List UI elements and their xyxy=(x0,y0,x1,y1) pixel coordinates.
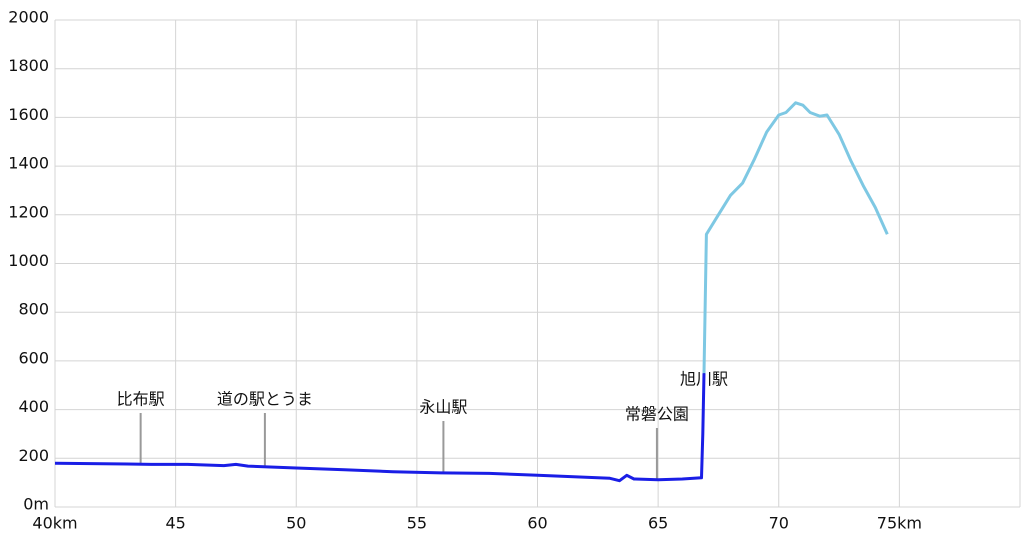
station-label: 道の駅とうま xyxy=(217,390,313,409)
y-tick-label: 1000 xyxy=(8,251,49,270)
x-tick-label: 65 xyxy=(648,514,668,533)
y-tick-label: 600 xyxy=(18,348,49,367)
x-tick-label: 55 xyxy=(407,514,427,533)
station-label: 常磐公園 xyxy=(625,405,689,424)
elevation-line xyxy=(702,101,889,374)
x-tick-label: 45 xyxy=(165,514,185,533)
y-tick-label: 800 xyxy=(18,300,49,319)
x-tick-label: 40km xyxy=(32,514,77,533)
x-tick-label: 60 xyxy=(527,514,547,533)
x-tick-label: 50 xyxy=(286,514,306,533)
y-tick-label: 2000 xyxy=(8,8,49,27)
y-tick-label: 0m xyxy=(23,495,49,514)
y-tick-label: 400 xyxy=(18,397,49,416)
elevation-line xyxy=(54,373,706,483)
x-tick-label: 75km xyxy=(877,514,922,533)
station-label: 永山駅 xyxy=(419,398,467,417)
y-tick-label: 1200 xyxy=(8,202,49,221)
y-tick-label: 1400 xyxy=(8,154,49,173)
x-tick-label: 70 xyxy=(769,514,789,533)
y-tick-label: 1600 xyxy=(8,105,49,124)
station-label: 比布駅 xyxy=(117,390,165,409)
y-tick-label: 1800 xyxy=(8,56,49,75)
y-tick-label: 200 xyxy=(18,446,49,465)
